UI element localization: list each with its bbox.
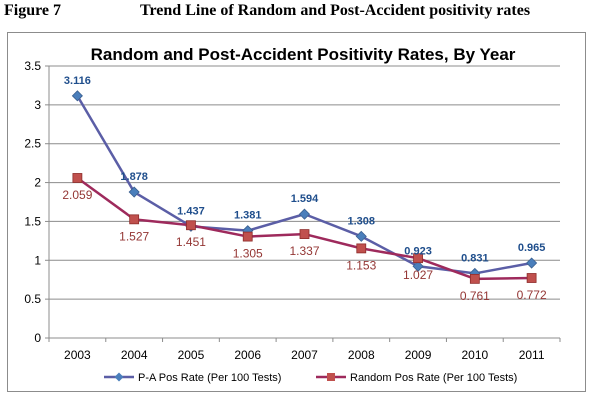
- data-point-square: [413, 253, 423, 264]
- legend-marker-diamond: [114, 372, 124, 382]
- x-tick-label: 2010: [461, 348, 488, 362]
- data-point-square: [186, 220, 196, 231]
- chart-title: Random and Post-Accident Positivity Rate…: [91, 45, 516, 64]
- data-point-diamond: [128, 186, 140, 198]
- data-point-square: [356, 243, 367, 254]
- data-label: 1.305: [233, 247, 263, 261]
- x-tick-label: 2003: [64, 348, 91, 362]
- x-tick-label: 2005: [178, 348, 205, 362]
- data-point-square: [72, 173, 83, 183]
- data-label: 1.027: [403, 268, 433, 282]
- data-label: 1.451: [176, 235, 206, 249]
- data-point-diamond: [526, 257, 538, 269]
- series-markers: [71, 90, 538, 284]
- y-tick-label: 3: [34, 98, 41, 112]
- x-tick-label: 2006: [234, 348, 261, 362]
- data-point-square: [299, 229, 310, 239]
- data-point-square: [469, 273, 480, 284]
- data-labels: 3.116 1.878 1.437 1.381 1.594 1.308 0.923 0.831…: [62, 75, 547, 303]
- y-tick-label: 1: [34, 253, 41, 267]
- chart-frame: [7, 32, 586, 392]
- legend-marker-square: [327, 373, 335, 381]
- data-point-diamond: [71, 90, 83, 102]
- data-label: 1.878: [120, 171, 148, 183]
- data-label: 0.831: [461, 252, 489, 264]
- data-point-diamond: [412, 260, 424, 272]
- figure-title: Trend Line of Random and Post-Accident p…: [140, 2, 531, 19]
- data-point-diamond: [298, 208, 311, 220]
- data-point-square: [526, 273, 537, 283]
- data-label: 1.594: [291, 193, 319, 205]
- x-axis-ticks: 2003 2004 2005 2006 2007 2008 2009 2010 2011: [64, 348, 545, 362]
- x-tick-label: 2007: [291, 348, 318, 362]
- data-point-square: [242, 231, 253, 242]
- data-label: 2.059: [62, 188, 92, 202]
- figure-number: Figure 7: [4, 2, 62, 19]
- x-tick-label: 2008: [348, 348, 375, 362]
- legend-entry: Random Pos Rate (Per 100 Tests): [350, 372, 517, 384]
- y-axis-ticks: 0 0.5 1 1.5 2 2.5 3 3.5: [24, 59, 41, 345]
- legend: P-A Pos Rate (Per 100 Tests) Random Pos R…: [104, 372, 517, 384]
- data-label: 1.308: [348, 215, 376, 227]
- x-tick-label: 2011: [519, 348, 545, 362]
- data-label: 1.437: [177, 205, 205, 217]
- y-tick-label: 2: [34, 176, 41, 190]
- data-point-diamond: [355, 230, 367, 242]
- data-label: 0.772: [517, 288, 547, 302]
- y-tick-label: 0.5: [24, 292, 41, 306]
- data-label: 1.527: [119, 229, 149, 243]
- x-tick-label: 2004: [121, 348, 148, 362]
- data-label: 0.761: [460, 289, 490, 303]
- data-point-square: [129, 214, 140, 225]
- y-tick-label: 1.5: [24, 214, 41, 228]
- x-tick-label: 2009: [405, 348, 432, 362]
- data-label: 1.381: [234, 210, 262, 222]
- data-label: 0.965: [518, 242, 546, 254]
- data-label: 1.337: [289, 244, 319, 258]
- y-tick-label: 3.5: [24, 59, 41, 73]
- data-label: 0.923: [404, 245, 432, 257]
- data-label: 3.116: [64, 75, 91, 87]
- figure-heading: Figure 7 Trend Line of Random and Post-A…: [4, 2, 594, 24]
- legend-entry: P-A Pos Rate (Per 100 Tests): [138, 372, 281, 384]
- y-tick-label: 2.5: [24, 137, 41, 151]
- y-tick-label: 0: [34, 331, 41, 345]
- data-label: 1.153: [346, 258, 376, 272]
